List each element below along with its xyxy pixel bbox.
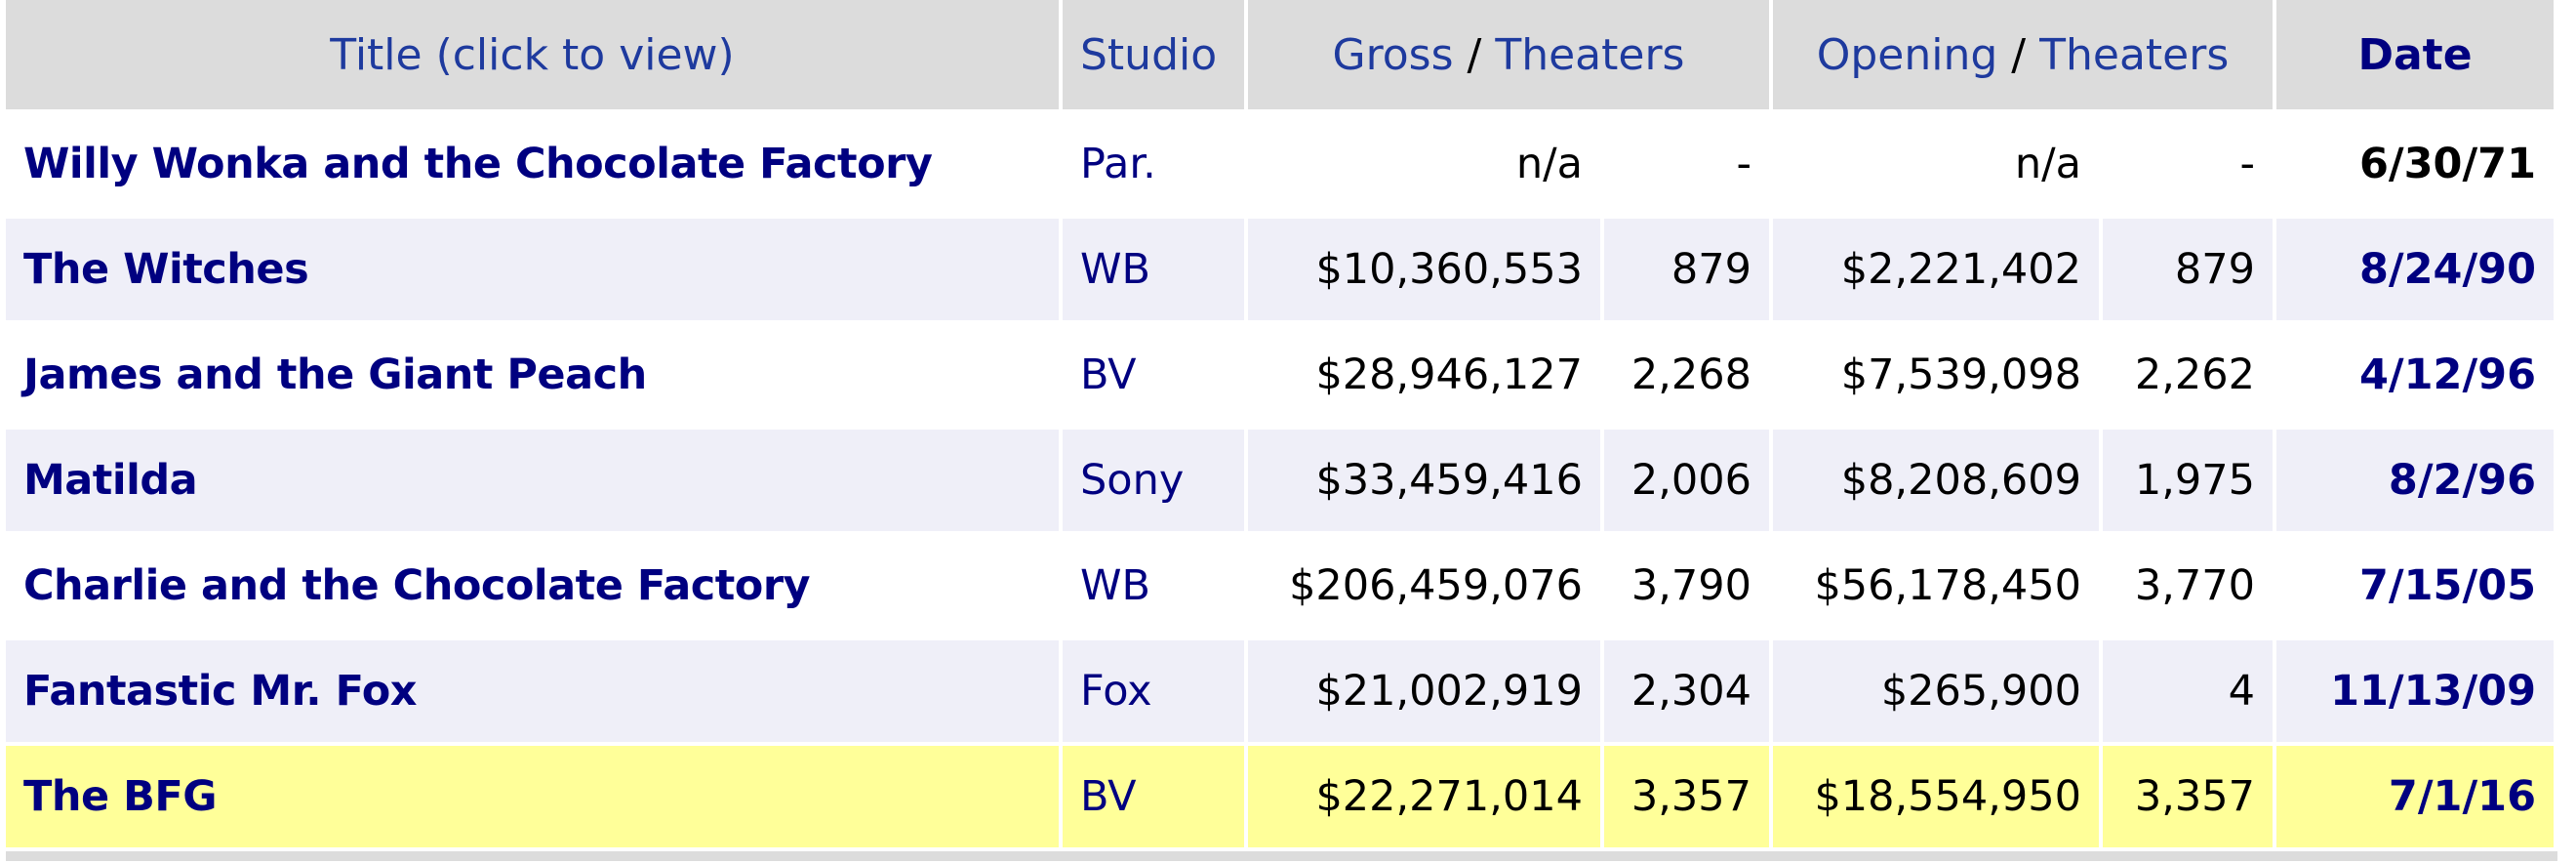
header-title[interactable]: Title (click to view)	[6, 0, 1063, 113]
date: 8/2/96	[2276, 430, 2557, 535]
movie-row: Matilda Sony $33,459,416 2,006 $8,208,609 1,9…	[6, 430, 2557, 535]
opening-theaters: 3,770	[2103, 535, 2276, 640]
header-link[interactable]: Gross	[1332, 29, 1454, 80]
header-link[interactable]: Theaters	[1495, 29, 1685, 80]
gross-theaters: 3,790	[1604, 535, 1773, 640]
gross: $206,459,076	[1248, 535, 1604, 640]
gross: n/a	[1248, 113, 1604, 219]
opening: n/a	[1773, 113, 2103, 219]
opening-theaters: 1,975	[2103, 430, 2276, 535]
gross-theaters: 879	[1604, 219, 1773, 324]
movie-row: Fantastic Mr. Fox Fox $21,002,919 2,304 $265…	[6, 640, 2557, 746]
movie-row: Willy Wonka and the Chocolate Factory Par…	[6, 113, 2557, 219]
opening: $2,221,402	[1773, 219, 2103, 324]
movie-row: The Witches WB $10,360,553 879 $2,221,402 879…	[6, 219, 2557, 324]
table-body: Willy Wonka and the Chocolate Factory Par…	[6, 113, 2557, 851]
opening-theaters: 2,262	[2103, 324, 2276, 430]
gross-theaters: 3,357	[1604, 746, 1773, 851]
studio: WB	[1063, 219, 1248, 324]
studio: Fox	[1063, 640, 1248, 746]
studio: BV	[1063, 324, 1248, 430]
header-link[interactable]: Opening	[1816, 29, 1998, 80]
gross: $10,360,553	[1248, 219, 1604, 324]
title[interactable]: The BFG	[6, 746, 1063, 851]
header-link[interactable]: Theaters	[2039, 29, 2230, 80]
opening: $8,208,609	[1773, 430, 2103, 535]
opening-theaters: -	[2103, 113, 2276, 219]
date: 8/24/90	[2276, 219, 2557, 324]
header-row: Title (click to view) Studio Gross / The…	[6, 0, 2557, 113]
header-studio[interactable]: Studio	[1063, 0, 1248, 113]
date: 6/30/71	[2276, 113, 2557, 219]
opening-theaters: 3,357	[2103, 746, 2276, 851]
gross-theaters: 2,006	[1604, 430, 1773, 535]
gross: $33,459,416	[1248, 430, 1604, 535]
movie-row: Charlie and the Chocolate Factory WB $206,…	[6, 535, 2557, 640]
results-table-container: Title (click to view) Studio Gross / The…	[6, 0, 2557, 861]
movie-row: The BFG BV $22,271,014 3,357 $18,554,950 3,35…	[6, 746, 2557, 851]
separator: /	[1467, 29, 1482, 80]
opening-theaters: 879	[2103, 219, 2276, 324]
date: 7/15/05	[2276, 535, 2557, 640]
title[interactable]: Fantastic Mr. Fox	[6, 640, 1063, 746]
header-date[interactable]: Date	[2276, 0, 2557, 113]
date: 7/1/16	[2276, 746, 2557, 851]
header-opening: Opening / Theaters	[1773, 0, 2276, 113]
studio: BV	[1063, 746, 1248, 851]
opening: $18,554,950	[1773, 746, 2103, 851]
opening: $7,539,098	[1773, 324, 2103, 430]
title[interactable]: The Witches	[6, 219, 1063, 324]
opening-theaters: 4	[2103, 640, 2276, 746]
gross: $28,946,127	[1248, 324, 1604, 430]
date: 11/13/09	[2276, 640, 2557, 746]
gross: $22,271,014	[1248, 746, 1604, 851]
gross-theaters: 2,268	[1604, 324, 1773, 430]
movie-row: James and the Giant Peach BV $28,946,127 2,…	[6, 324, 2557, 430]
gross-theaters: -	[1604, 113, 1773, 219]
studio: Sony	[1063, 430, 1248, 535]
title[interactable]: Matilda	[6, 430, 1063, 535]
results-table: Title (click to view) Studio Gross / The…	[6, 0, 2557, 851]
opening: $56,178,450	[1773, 535, 2103, 640]
header-gross: Gross / Theaters	[1248, 0, 1773, 113]
separator: /	[2011, 29, 2027, 80]
title[interactable]: Charlie and the Chocolate Factory	[6, 535, 1063, 640]
title[interactable]: James and the Giant Peach	[6, 324, 1063, 430]
gross-theaters: 2,304	[1604, 640, 1773, 746]
studio: Par.	[1063, 113, 1248, 219]
title[interactable]: Willy Wonka and the Chocolate Factory	[6, 113, 1063, 219]
table-footer-bar	[6, 851, 2557, 861]
studio: WB	[1063, 535, 1248, 640]
opening: $265,900	[1773, 640, 2103, 746]
gross: $21,002,919	[1248, 640, 1604, 746]
date: 4/12/96	[2276, 324, 2557, 430]
